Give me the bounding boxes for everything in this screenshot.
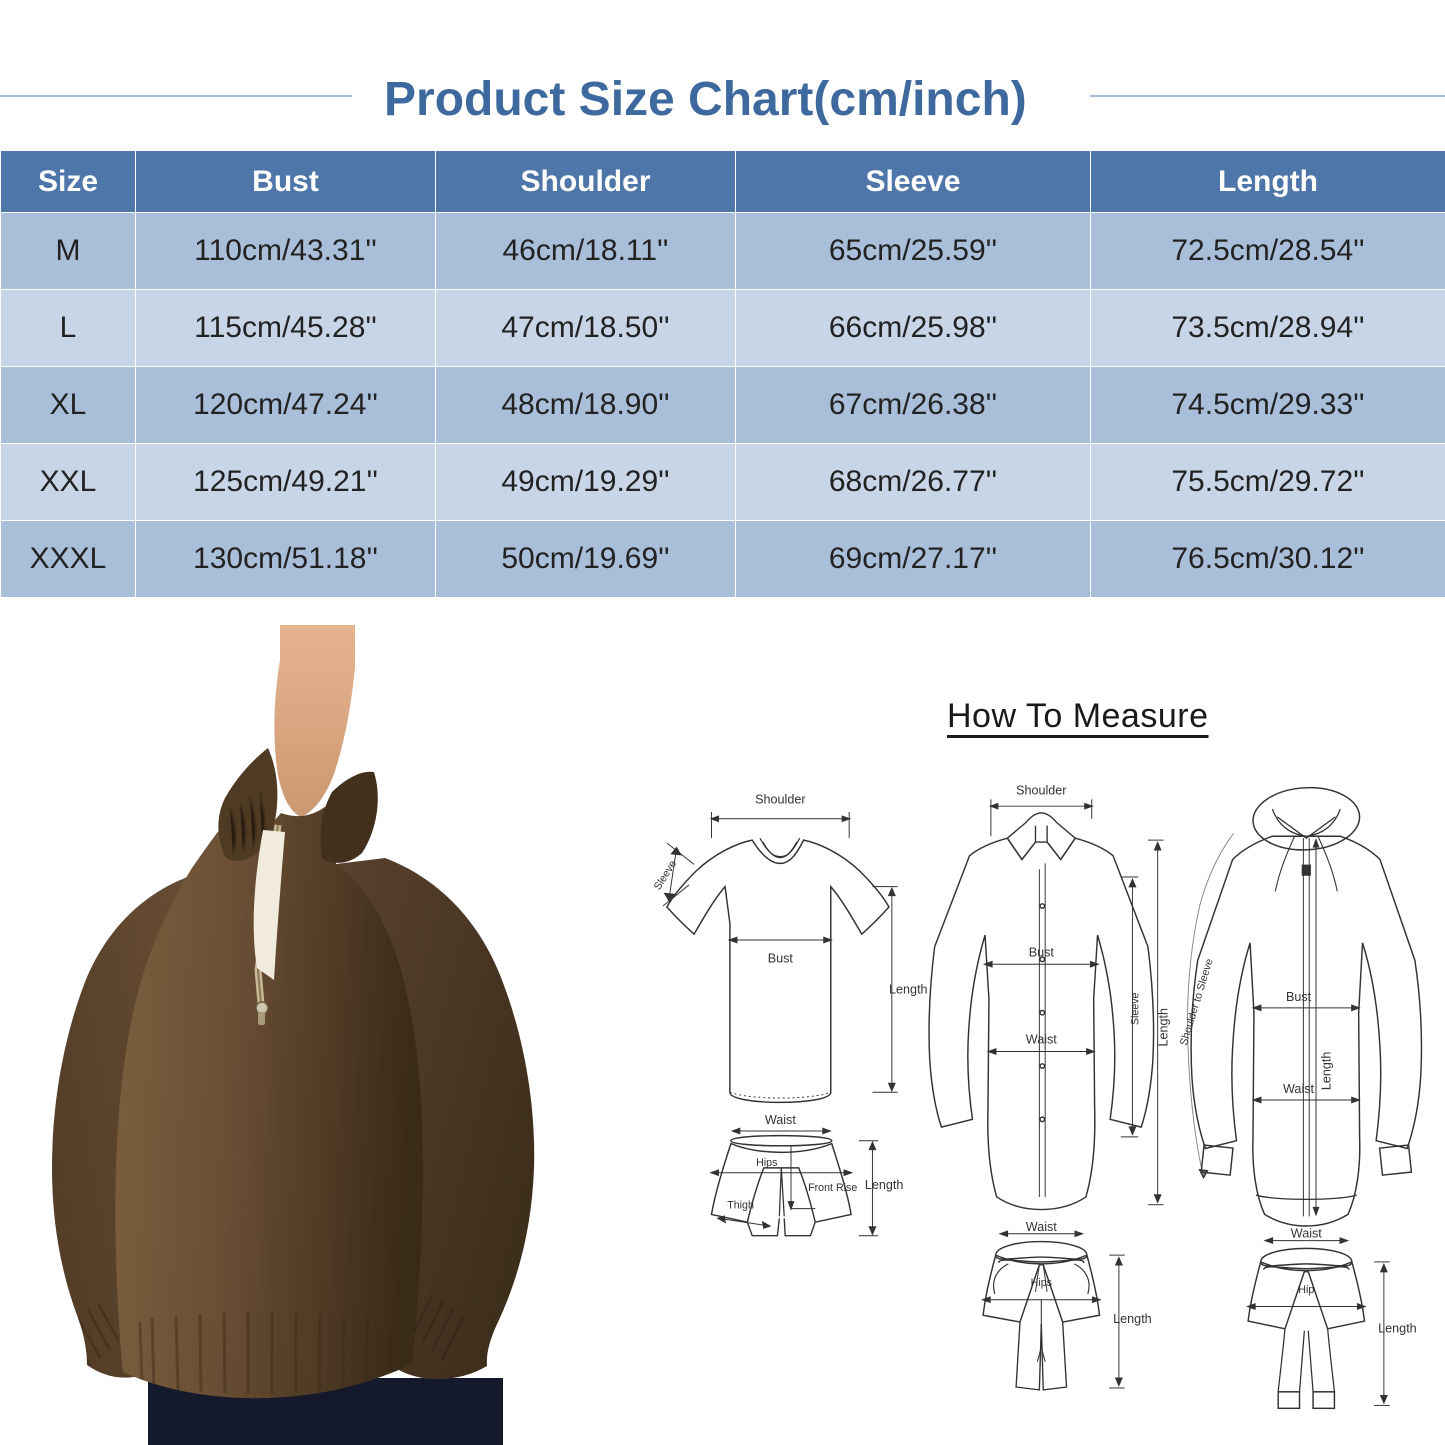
svg-text:Bust: Bust [1286, 990, 1312, 1004]
svg-text:Bust: Bust [768, 951, 794, 965]
svg-text:Sleeve: Sleeve [1129, 992, 1141, 1025]
svg-text:Hips: Hips [756, 1157, 777, 1169]
svg-text:Length: Length [1156, 1008, 1170, 1047]
svg-text:Front Rise: Front Rise [808, 1182, 857, 1194]
svg-text:Bust: Bust [1029, 945, 1055, 959]
svg-text:Length: Length [1320, 1052, 1334, 1091]
svg-text:Shoulder: Shoulder [755, 792, 805, 806]
svg-text:Hips: Hips [1031, 1277, 1052, 1289]
svg-text:Length: Length [865, 1178, 904, 1192]
svg-text:Sleeve: Sleeve [652, 858, 679, 892]
svg-text:Waist: Waist [1026, 1033, 1058, 1047]
svg-text:Waist: Waist [1283, 1082, 1315, 1096]
svg-text:Length: Length [1113, 1312, 1152, 1326]
svg-text:Length: Length [1378, 1322, 1417, 1336]
svg-text:Shoulder: Shoulder [1016, 784, 1066, 798]
svg-text:Thigh: Thigh [727, 1200, 754, 1212]
svg-text:Waist: Waist [1291, 1227, 1323, 1241]
svg-text:Waist: Waist [765, 1113, 797, 1127]
svg-text:Waist: Waist [1026, 1220, 1058, 1234]
svg-text:Hip: Hip [1298, 1284, 1314, 1296]
